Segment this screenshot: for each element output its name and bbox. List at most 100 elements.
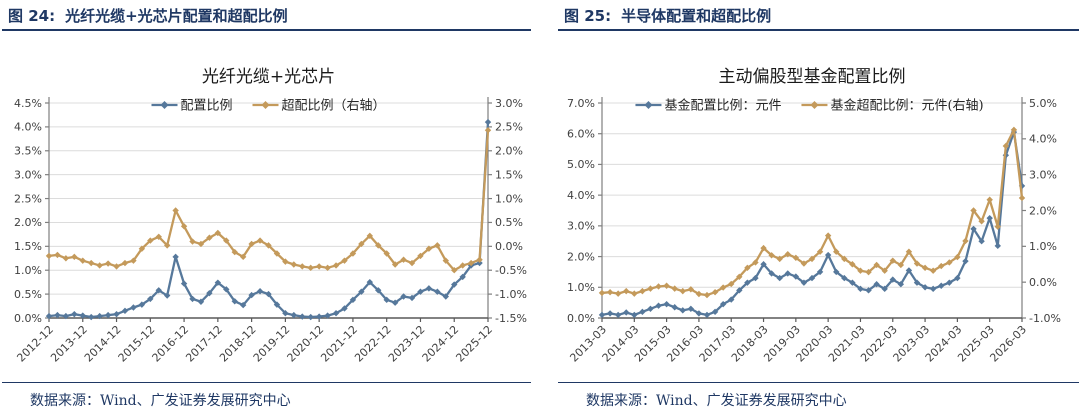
figure-25: 图 25: 半导体配置和超配比例 7.0% 6.0% 5.0% 4.0% 3.0% 2.0%… — [540, 0, 1080, 417]
series-marker-0 — [938, 282, 945, 289]
series-marker-1 — [155, 233, 162, 240]
figure-24-label: 图 24: — [8, 7, 56, 25]
series-marker-0 — [172, 253, 179, 261]
left-axis-tick-label: 4.0% — [567, 189, 595, 202]
series-marker-0 — [231, 298, 238, 305]
left-axis-tick-label: 2.0% — [14, 216, 42, 229]
series-marker-1 — [994, 223, 1001, 230]
series-marker-1 — [719, 284, 727, 291]
series-marker-0 — [341, 305, 348, 312]
series-marker-0 — [256, 288, 264, 295]
legend-label-1: 基金超配比例：元件(右轴) — [830, 97, 983, 113]
series-marker-0 — [54, 311, 61, 319]
series-marker-1 — [341, 257, 348, 264]
series-line-1 — [601, 128, 1024, 297]
series-marker-0 — [45, 312, 53, 320]
series-marker-0 — [921, 284, 929, 291]
left-axis-tick-label: 0.0% — [14, 312, 42, 325]
series-marker-1 — [113, 263, 120, 270]
series-marker-1 — [273, 250, 281, 257]
legend-label-0: 基金配置比例：元件 — [664, 97, 781, 113]
series-marker-0 — [614, 311, 622, 319]
right-axis-tick-label: 5.0% — [1029, 97, 1057, 110]
series-marker-0 — [163, 292, 171, 299]
series-marker-1 — [62, 255, 70, 262]
right-axis-tick-label: 0.0% — [495, 240, 523, 253]
right-axis-tick-label: 1.0% — [495, 192, 523, 205]
series-marker-0 — [223, 286, 230, 293]
series-marker-1 — [865, 268, 872, 276]
series-marker-1 — [663, 282, 670, 289]
series-marker-0 — [671, 304, 678, 311]
series-marker-0 — [214, 279, 222, 286]
fiber-optic-allocation-chart: 4.5% 4.0% 3.5% 3.0% 2.5% 2.0% 1.5% 1.0% 0.5% 0.0%… — [14, 67, 527, 365]
right-axis-tick-label: 1.0% — [1029, 240, 1057, 253]
series-marker-1 — [130, 257, 137, 264]
legend-marker-diamond — [261, 101, 270, 109]
series-marker-1 — [1018, 194, 1026, 202]
series-marker-1 — [180, 223, 188, 230]
left-axis-tick-label: 1.5% — [14, 240, 42, 253]
series-marker-0 — [663, 300, 670, 308]
series-marker-1 — [248, 240, 255, 248]
series-marker-1 — [921, 264, 929, 272]
left-axis-tick-label: 1.0% — [567, 281, 595, 294]
series-marker-1 — [816, 248, 824, 255]
series-marker-0 — [631, 311, 638, 319]
series-marker-0 — [994, 242, 1001, 250]
series-marker-0 — [88, 313, 95, 321]
left-axis-tick-label: 2.0% — [567, 250, 595, 263]
series-marker-1 — [631, 290, 638, 297]
series-marker-0 — [332, 310, 340, 317]
series-marker-1 — [383, 250, 390, 257]
right-axis-tick-label: 2.0% — [1029, 204, 1057, 217]
series-marker-0 — [655, 302, 662, 309]
series-marker-0 — [752, 274, 759, 282]
right-axis-tick-label: 3.0% — [495, 97, 523, 110]
series-marker-0 — [197, 298, 205, 305]
figure-24-heading: 图 24: 光纤光缆+光芯片配置和超配比例 — [8, 5, 288, 26]
series-marker-1 — [138, 245, 146, 252]
left-axis-tick-label: 3.5% — [14, 145, 42, 158]
series-marker-0 — [962, 257, 969, 265]
series-marker-1 — [687, 286, 695, 293]
right-axis-tick-label: 2.0% — [495, 145, 523, 158]
series-marker-1 — [239, 253, 247, 261]
legend-label-0: 配置比例 — [181, 98, 233, 113]
series-marker-0 — [639, 308, 646, 316]
series-marker-1 — [417, 252, 424, 260]
series-marker-0 — [391, 299, 399, 306]
left-axis-tick-label: 1.0% — [14, 264, 42, 277]
series-marker-1 — [358, 240, 365, 248]
left-axis-tick-label: 0.0% — [567, 312, 595, 325]
series-marker-0 — [768, 270, 775, 277]
series-marker-0 — [484, 118, 492, 126]
right-axis-tick-label: -0.5% — [495, 264, 527, 277]
series-marker-0 — [760, 261, 767, 268]
series-marker-1 — [970, 207, 977, 214]
series-marker-1 — [760, 244, 767, 252]
series-marker-0 — [744, 279, 751, 286]
series-marker-1 — [366, 232, 374, 240]
series-marker-1 — [425, 245, 433, 252]
figure-25-title: 半导体配置和超配比例 — [621, 7, 772, 25]
series-marker-1 — [88, 259, 95, 267]
series-marker-1 — [324, 264, 331, 272]
series-marker-0 — [299, 313, 306, 320]
series-marker-1 — [954, 253, 961, 261]
series-marker-0 — [913, 279, 921, 286]
series-marker-0 — [383, 296, 390, 304]
series-marker-1 — [671, 285, 678, 292]
right-axis-tick-label: -1.0% — [495, 288, 527, 301]
series-marker-1 — [905, 248, 913, 255]
right-axis-tick-label: 0.5% — [495, 216, 523, 229]
series-marker-0 — [929, 285, 937, 293]
left-axis-tick-label: 0.5% — [14, 288, 42, 301]
series-marker-1 — [206, 234, 213, 241]
series-marker-1 — [647, 285, 654, 292]
series-marker-1 — [639, 287, 646, 295]
right-axis-tick-label: 3.0% — [1029, 168, 1057, 181]
series-marker-1 — [256, 237, 264, 244]
series-marker-1 — [808, 255, 816, 263]
